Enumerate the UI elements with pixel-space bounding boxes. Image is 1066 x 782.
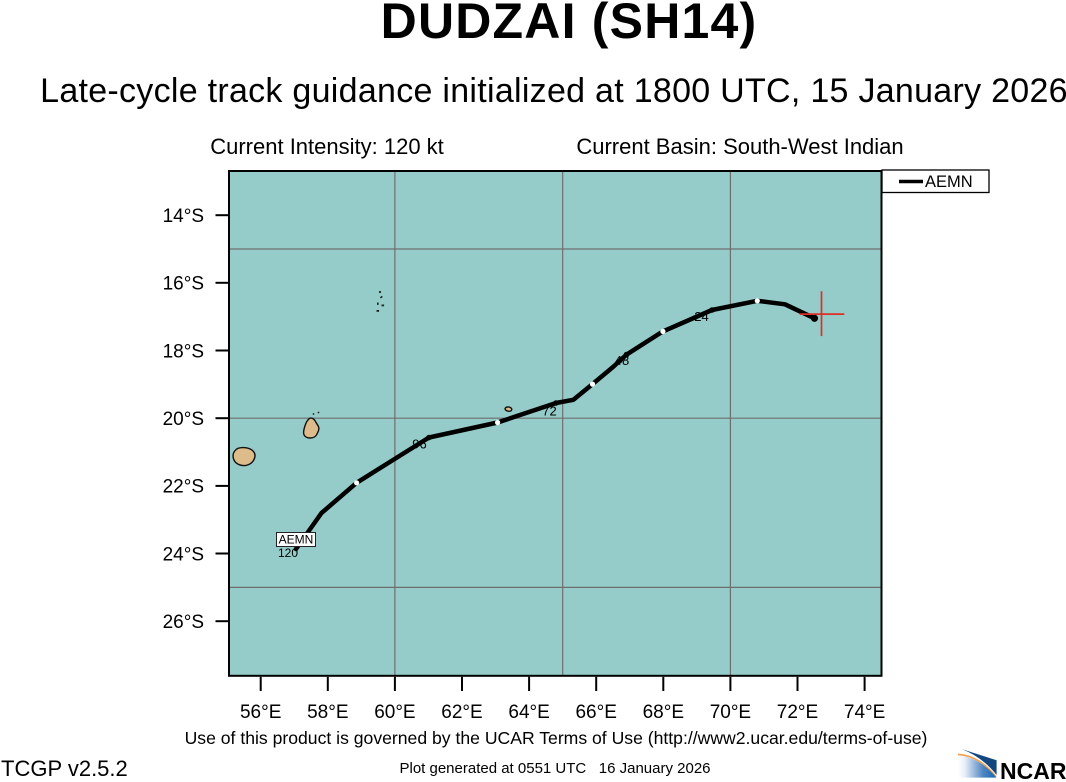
svg-text:NCAR: NCAR: [1000, 758, 1066, 779]
svg-text:16°S: 16°S: [163, 274, 204, 295]
svg-text:120: 120: [278, 546, 298, 560]
svg-text:AEMN: AEMN: [279, 533, 314, 547]
svg-text:24: 24: [694, 309, 708, 324]
svg-text:70°E: 70°E: [710, 702, 751, 723]
svg-text:22°S: 22°S: [163, 477, 204, 498]
svg-text:68°E: 68°E: [643, 702, 684, 723]
svg-text:66°E: 66°E: [575, 702, 616, 723]
svg-text:48: 48: [615, 353, 629, 368]
svg-text:64°E: 64°E: [508, 702, 549, 723]
svg-text:74°E: 74°E: [844, 702, 885, 723]
svg-text:96: 96: [412, 437, 426, 452]
svg-text:60°E: 60°E: [374, 702, 415, 723]
svg-text:18°S: 18°S: [163, 341, 204, 362]
svg-text:AEMN: AEMN: [925, 173, 973, 191]
svg-text:56°E: 56°E: [240, 702, 281, 723]
svg-text:72: 72: [542, 404, 556, 419]
svg-text:20°S: 20°S: [163, 409, 204, 430]
svg-text:62°E: 62°E: [441, 702, 482, 723]
svg-text:58°E: 58°E: [307, 702, 348, 723]
svg-text:24°S: 24°S: [163, 544, 204, 565]
svg-text:14°S: 14°S: [163, 206, 204, 227]
svg-text:72°E: 72°E: [777, 702, 818, 723]
svg-text:26°S: 26°S: [163, 612, 204, 633]
